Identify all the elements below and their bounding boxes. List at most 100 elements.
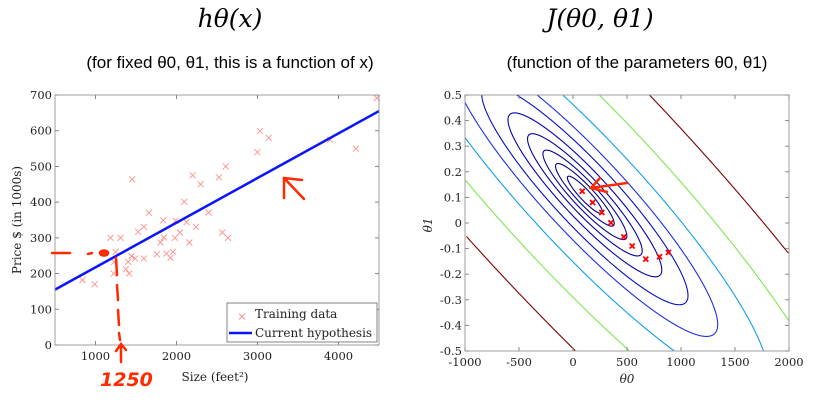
cross-stroke	[579, 188, 586, 195]
legend-box	[226, 302, 378, 343]
x-tick-label: 3000	[243, 349, 272, 363]
cross-stroke	[219, 229, 226, 236]
training-point	[352, 145, 360, 152]
training-point	[79, 276, 86, 284]
contour-line	[481, 95, 686, 306]
hypothesis-line	[54, 109, 380, 291]
contour-line	[465, 180, 630, 351]
y-tick-label: 0	[45, 338, 52, 352]
cross-stroke	[169, 248, 177, 256]
x-tick-label: -1000	[448, 355, 481, 369]
contour-line	[649, 94, 789, 254]
cross-stroke	[205, 209, 212, 216]
training-point	[134, 228, 142, 236]
cross-stroke	[183, 218, 190, 226]
plot-area	[465, 95, 789, 351]
training-point	[125, 270, 133, 277]
right-title: J(θ0, θ1)	[541, 4, 653, 33]
cross-stroke	[589, 199, 596, 206]
training-point	[185, 239, 193, 246]
training-point	[224, 234, 232, 242]
y-tick-label: 0.4	[444, 114, 462, 128]
cross-stroke	[160, 234, 168, 241]
contour-line	[516, 94, 689, 304]
legend-label-training: Training data	[255, 307, 337, 321]
cross-stroke	[124, 258, 132, 266]
cross-stroke	[607, 219, 615, 226]
y-tick-label: 700	[30, 88, 52, 102]
plot-content	[464, 94, 790, 352]
cross-stroke	[107, 234, 114, 242]
x-tick-label: 2000	[162, 349, 191, 363]
cross-stroke	[157, 239, 164, 246]
training-point	[128, 252, 135, 260]
contour-line	[599, 94, 790, 322]
training-point	[124, 258, 132, 266]
legend-marker-training	[238, 313, 246, 320]
training-point	[131, 255, 139, 262]
contour-line	[464, 102, 715, 337]
cross-stroke	[620, 233, 628, 240]
y-tick-label: 0.2	[444, 165, 462, 179]
cross-stroke	[665, 249, 672, 256]
contour-line	[536, 94, 719, 335]
training-point	[192, 223, 200, 231]
legend: Training data Current hypothesis	[226, 302, 378, 343]
y-tick-label: 0	[455, 216, 462, 230]
axes-frame	[54, 94, 380, 346]
arrow-to-minimum-icon	[588, 176, 629, 194]
contour-line	[507, 112, 663, 278]
right-subtitle: (function of the parameters θ0, θ1)	[507, 53, 768, 72]
left-xlabel: Size (feet²)	[182, 370, 249, 384]
handwritten-annotations	[50, 176, 629, 364]
descent-point	[629, 242, 636, 250]
y-tick-label: 600	[30, 124, 52, 138]
y-tick-label: -0.2	[440, 267, 462, 281]
training-point	[176, 229, 184, 236]
cross-stroke	[629, 242, 636, 250]
contour-line	[464, 137, 675, 352]
cross-stroke	[598, 209, 605, 216]
y-tick-label: 300	[30, 231, 52, 245]
x-tick-label: 0	[569, 355, 576, 369]
cost-contour-plot: -1000 -500 0 500 1000 1500 2000 0.5 0.4 0.3 0.2 0.1…	[440, 88, 804, 369]
cross-stroke	[656, 253, 663, 260]
cross-stroke	[189, 172, 196, 179]
cross-stroke	[215, 173, 223, 181]
training-point	[197, 180, 204, 188]
contour-line	[554, 162, 615, 227]
training-point	[219, 229, 226, 236]
training-point	[256, 127, 264, 135]
training-point	[153, 250, 161, 258]
cross-stroke	[172, 217, 179, 225]
cross-stroke	[122, 265, 130, 273]
contour-line	[562, 94, 764, 352]
contour-line	[542, 149, 628, 241]
cross-stroke	[125, 270, 133, 277]
y-tick-label: -0.1	[440, 242, 462, 256]
descent-point	[656, 253, 663, 260]
cross-stroke	[140, 255, 148, 262]
plot-content	[54, 94, 381, 291]
cross-stroke	[256, 127, 264, 135]
training-point	[183, 218, 190, 226]
cross-stroke	[167, 254, 174, 262]
descent-point	[589, 199, 596, 206]
y-tick-label: 400	[30, 195, 52, 209]
training-point	[91, 280, 99, 288]
x-tick-label: 500	[616, 355, 638, 369]
training-point	[189, 172, 196, 179]
cross-stroke	[140, 223, 148, 231]
training-point	[159, 217, 167, 224]
cross-stroke	[128, 175, 136, 183]
descent-point	[620, 233, 628, 240]
handwritten-1250: 1250	[100, 369, 153, 391]
y-tick-label: 0.3	[444, 139, 462, 153]
cross-stroke	[163, 250, 170, 257]
y-tick-label: 200	[30, 267, 52, 281]
right-xlabel: θ0	[620, 372, 635, 386]
descent-point	[598, 209, 605, 216]
training-point	[169, 248, 177, 256]
arrow-to-line-icon	[282, 176, 306, 201]
cross-stroke	[128, 252, 135, 260]
